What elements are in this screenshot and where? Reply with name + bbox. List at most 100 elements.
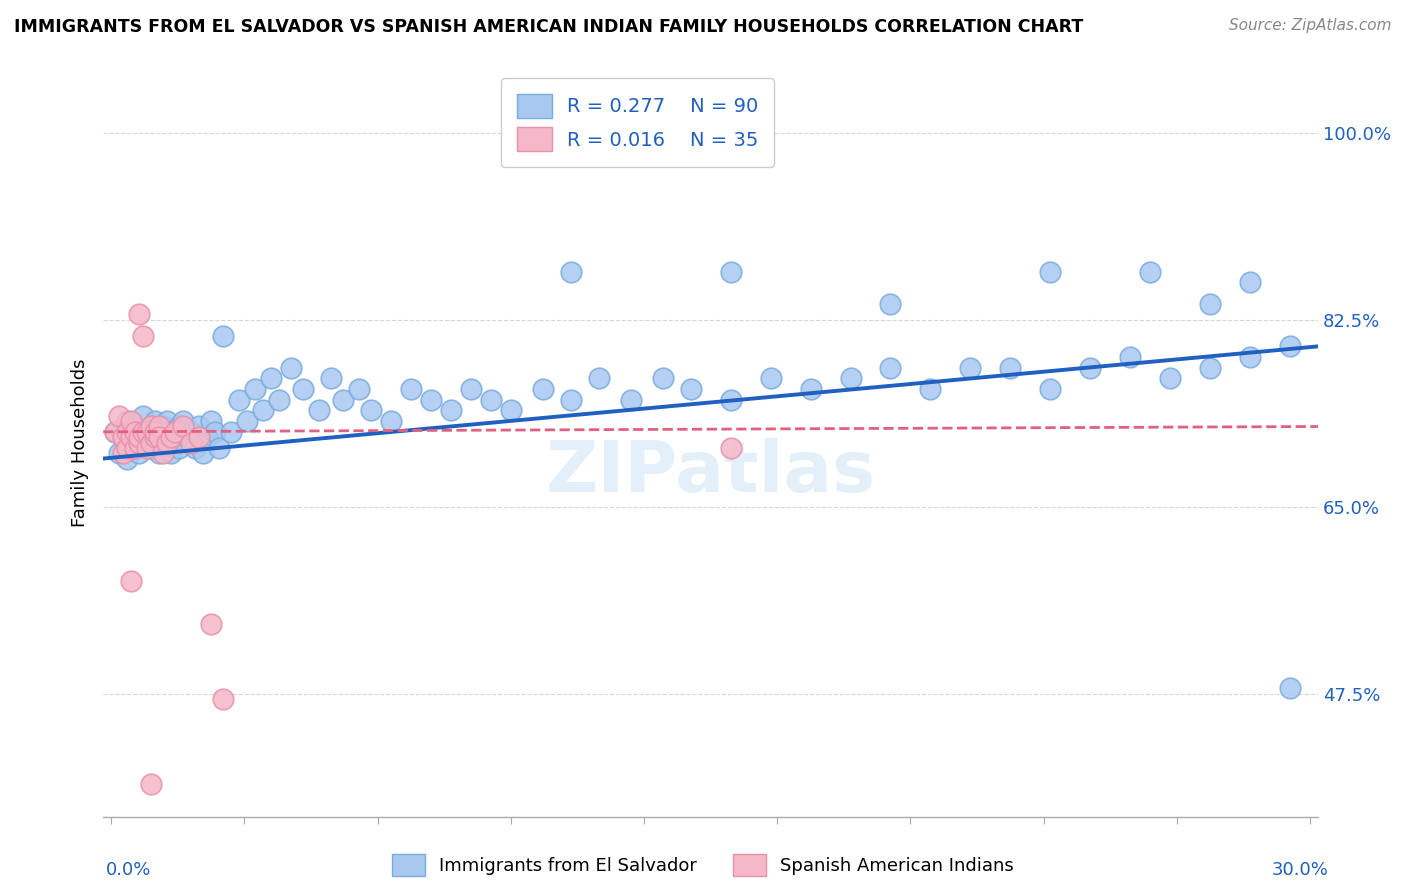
Point — [799, 382, 821, 396]
Point — [419, 392, 441, 407]
Point — [143, 425, 166, 439]
Point — [243, 382, 266, 396]
Point — [380, 414, 402, 428]
Point — [156, 430, 179, 444]
Point — [143, 430, 166, 444]
Point — [128, 430, 150, 444]
Point — [148, 446, 170, 460]
Point — [167, 419, 190, 434]
Text: 0.0%: 0.0% — [105, 861, 150, 879]
Point — [115, 451, 138, 466]
Legend: Immigrants from El Salvador, Spanish American Indians: Immigrants from El Salvador, Spanish Ame… — [385, 847, 1021, 883]
Point — [332, 392, 354, 407]
Point — [104, 425, 127, 439]
Point — [1078, 360, 1101, 375]
Point — [360, 403, 382, 417]
Point — [104, 425, 127, 439]
Point — [347, 382, 370, 396]
Point — [132, 328, 155, 343]
Point — [165, 425, 187, 439]
Point — [156, 435, 179, 450]
Point — [120, 435, 142, 450]
Point — [1279, 339, 1302, 353]
Point — [188, 430, 211, 444]
Point — [1039, 382, 1062, 396]
Text: Source: ZipAtlas.com: Source: ZipAtlas.com — [1229, 18, 1392, 33]
Point — [152, 446, 174, 460]
Point — [115, 441, 138, 455]
Point — [152, 419, 174, 434]
Point — [560, 264, 582, 278]
Point — [148, 430, 170, 444]
Point — [1239, 275, 1261, 289]
Point — [499, 403, 522, 417]
Point — [252, 403, 274, 417]
Point — [180, 435, 202, 450]
Point — [219, 425, 242, 439]
Point — [191, 446, 214, 460]
Point — [124, 441, 146, 455]
Point — [228, 392, 250, 407]
Point — [148, 425, 170, 439]
Point — [115, 425, 138, 439]
Point — [1000, 360, 1022, 375]
Point — [200, 617, 222, 632]
Point — [172, 414, 194, 428]
Point — [108, 409, 131, 423]
Point — [720, 264, 742, 278]
Point — [679, 382, 702, 396]
Point — [128, 430, 150, 444]
Point — [1239, 350, 1261, 364]
Point — [620, 392, 643, 407]
Point — [128, 307, 150, 321]
Point — [124, 425, 146, 439]
Point — [120, 414, 142, 428]
Point — [132, 409, 155, 423]
Point — [212, 692, 235, 706]
Legend: R = 0.277    N = 90, R = 0.016    N = 35: R = 0.277 N = 90, R = 0.016 N = 35 — [501, 78, 775, 167]
Point — [200, 414, 222, 428]
Text: 30.0%: 30.0% — [1272, 861, 1329, 879]
Point — [260, 371, 283, 385]
Point — [143, 414, 166, 428]
Point — [132, 425, 155, 439]
Point — [139, 777, 162, 791]
Point — [959, 360, 981, 375]
Point — [184, 441, 207, 455]
Point — [460, 382, 482, 396]
Point — [879, 360, 901, 375]
Point — [291, 382, 314, 396]
Point — [160, 446, 183, 460]
Point — [180, 425, 202, 439]
Point — [839, 371, 862, 385]
Y-axis label: Family Households: Family Households — [72, 359, 89, 527]
Point — [1199, 360, 1222, 375]
Point — [172, 419, 194, 434]
Point — [267, 392, 290, 407]
Point — [195, 430, 218, 444]
Point — [128, 446, 150, 460]
Point — [132, 425, 155, 439]
Point — [1139, 264, 1161, 278]
Point — [124, 441, 146, 455]
Point — [136, 425, 159, 439]
Point — [120, 574, 142, 589]
Point — [236, 414, 259, 428]
Point — [1199, 296, 1222, 310]
Point — [588, 371, 610, 385]
Point — [139, 441, 162, 455]
Point — [136, 441, 159, 455]
Point — [124, 425, 146, 439]
Point — [139, 435, 162, 450]
Point — [188, 419, 211, 434]
Point — [167, 441, 190, 455]
Point — [115, 414, 138, 428]
Point — [120, 419, 142, 434]
Point — [204, 425, 226, 439]
Point — [152, 435, 174, 450]
Point — [136, 435, 159, 450]
Point — [531, 382, 554, 396]
Point — [280, 360, 302, 375]
Point — [1159, 371, 1181, 385]
Point — [651, 371, 673, 385]
